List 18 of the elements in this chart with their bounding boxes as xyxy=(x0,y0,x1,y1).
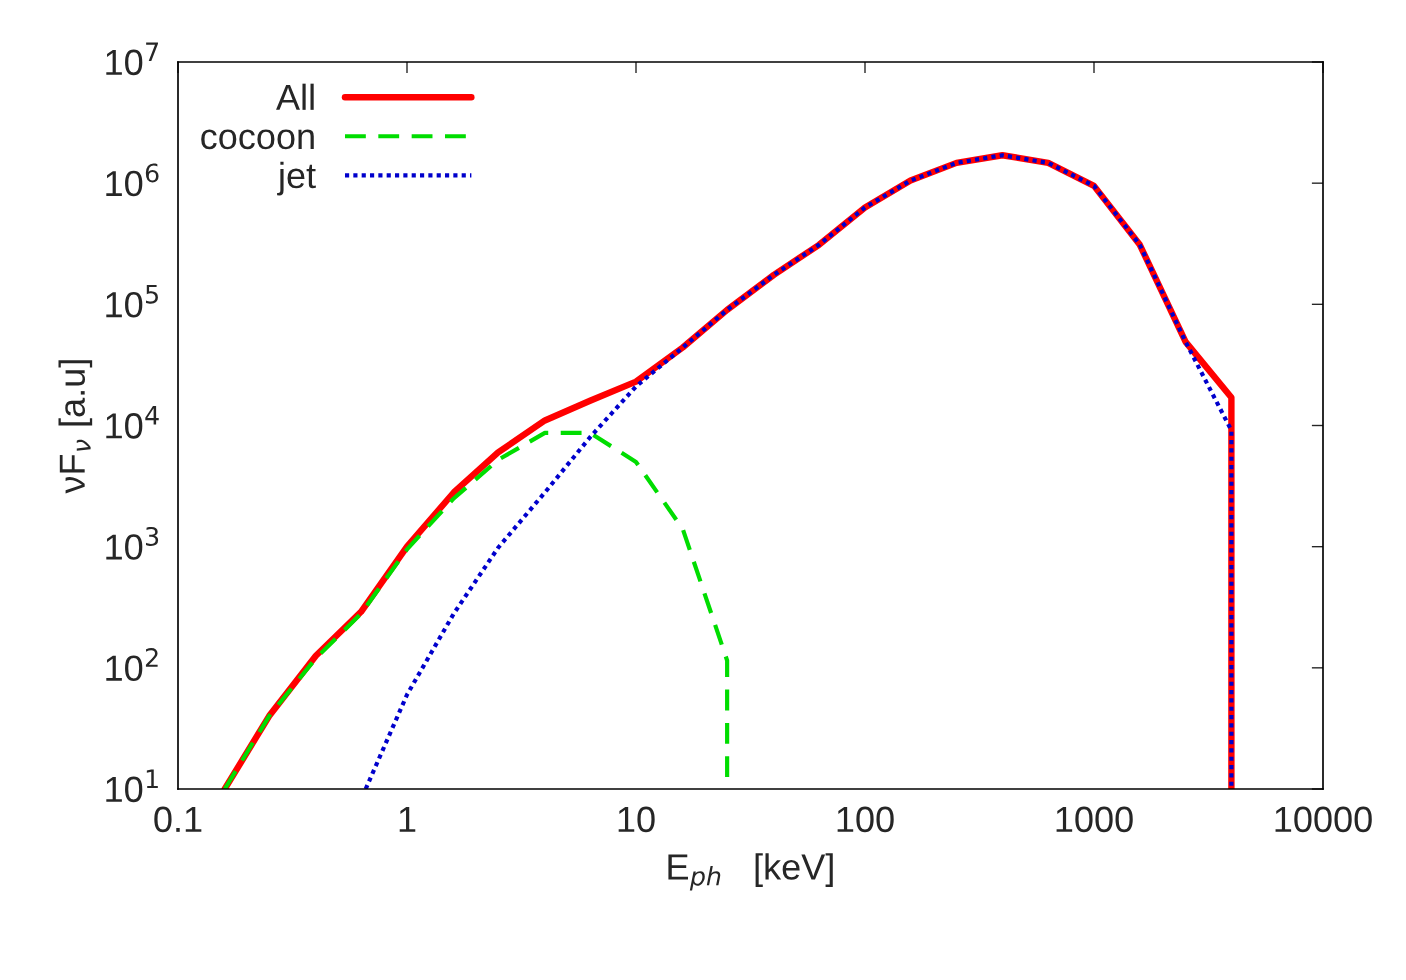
legend-label: jet xyxy=(277,161,316,196)
x-tick-label: 10 xyxy=(618,806,655,833)
x-tick-label: 100 xyxy=(837,806,894,833)
y-axis-title: νF$_{ν}$ [a.u] xyxy=(58,360,93,494)
legend-label: cocoon xyxy=(201,129,314,150)
legend-label: All xyxy=(276,83,314,110)
x-tick-label: 1000 xyxy=(1056,806,1133,833)
x-tick-label: 1 xyxy=(399,806,416,832)
y-tick-label: 10$^{3}$ xyxy=(106,526,159,560)
y-tick-label: 10$^{1}$ xyxy=(106,769,158,803)
x-tick-label: 0.1 xyxy=(154,806,202,833)
y-tick-label: 10$^{5}$ xyxy=(106,284,158,318)
y-tick-label: 10$^{2}$ xyxy=(106,648,158,681)
y-tick-label: 10$^{7}$ xyxy=(106,42,158,76)
text: E$_{ph}$ [keV] xyxy=(668,853,833,891)
y-tick-label: 10$^{4}$ xyxy=(106,406,159,439)
x-tick-label: 10000 xyxy=(1275,806,1372,833)
y-tick-label: 10$^{6}$ xyxy=(106,163,159,197)
